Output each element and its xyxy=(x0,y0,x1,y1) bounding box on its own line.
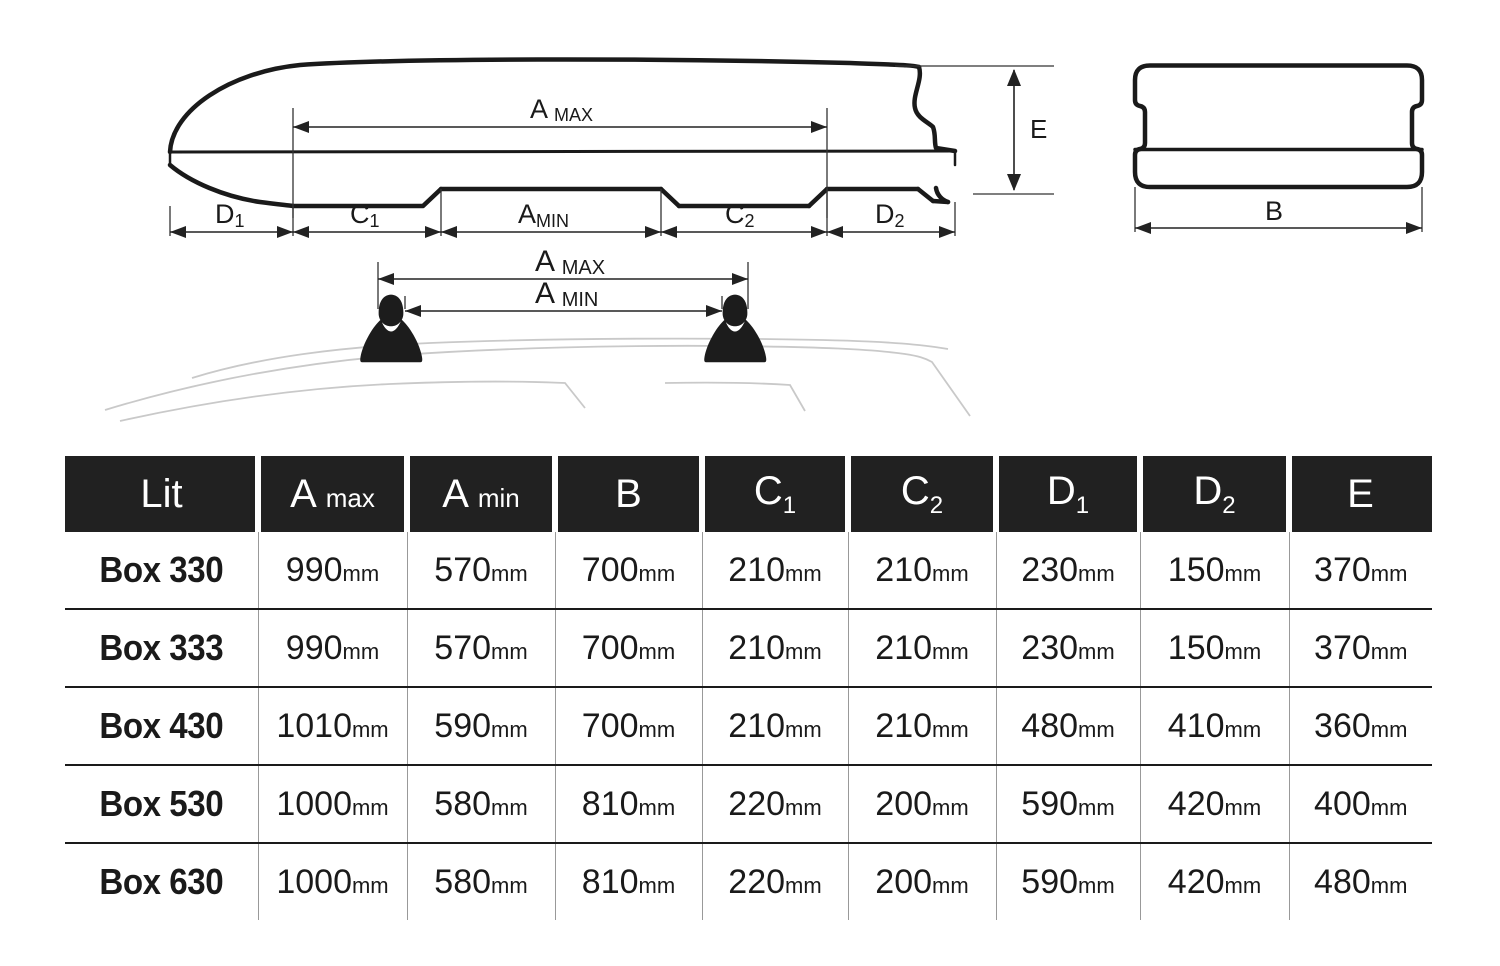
svg-text:A MAX: A MAX xyxy=(530,94,593,125)
svg-text:A MIN: A MIN xyxy=(535,277,598,311)
svg-text:D1: D1 xyxy=(215,199,245,231)
svg-text:A MAX: A MAX xyxy=(535,245,605,279)
svg-text:E: E xyxy=(1030,114,1047,144)
svg-text:AMIN: AMIN xyxy=(518,199,569,231)
svg-text:B: B xyxy=(1265,196,1283,226)
svg-text:D2: D2 xyxy=(875,199,905,231)
